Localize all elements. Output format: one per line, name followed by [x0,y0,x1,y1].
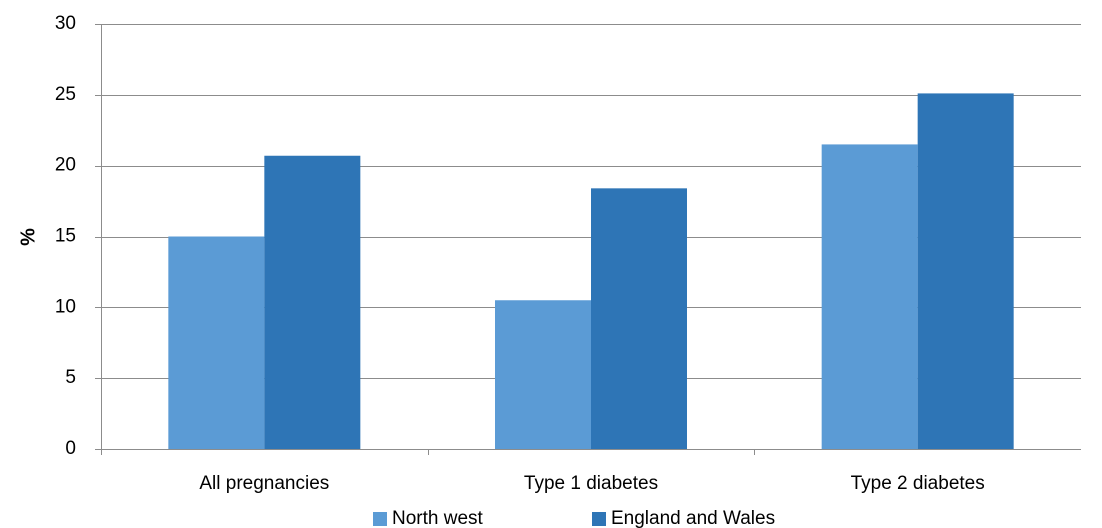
y-axis-title: % [17,228,39,246]
x-tick-label: Type 2 diabetes [851,473,985,494]
legend-label: England and Wales [611,508,775,528]
bar-england-and-wales [917,93,1014,450]
legend-swatch [373,512,387,526]
bar-england-and-wales [264,155,361,449]
axes [95,24,1081,455]
y-tick-label: 5 [65,367,76,388]
x-tick-label: Type 1 diabetes [524,473,658,494]
bar-north-west [495,300,591,449]
y-tick-label: 20 [55,155,76,176]
bar-north-west [821,144,918,449]
y-tick-labels: 0 5 10 15 20 25 30 [55,13,76,459]
legend-swatch [592,512,606,526]
x-tick-labels: All pregnancies Type 1 diabetes Type 2 dia… [199,473,984,494]
y-tick-label: 15 [55,226,76,247]
y-tick-label: 0 [65,438,76,459]
bar-north-west [168,236,265,449]
y-tick-label: 30 [55,13,76,34]
legend: North west England and Wales [373,508,775,528]
y-tick-label: 25 [55,84,76,105]
bar-england-and-wales [591,188,687,450]
bars [168,93,1014,450]
x-tick-label: All pregnancies [199,473,329,494]
legend-label: North west [392,508,484,528]
y-tick-label: 10 [55,296,76,317]
